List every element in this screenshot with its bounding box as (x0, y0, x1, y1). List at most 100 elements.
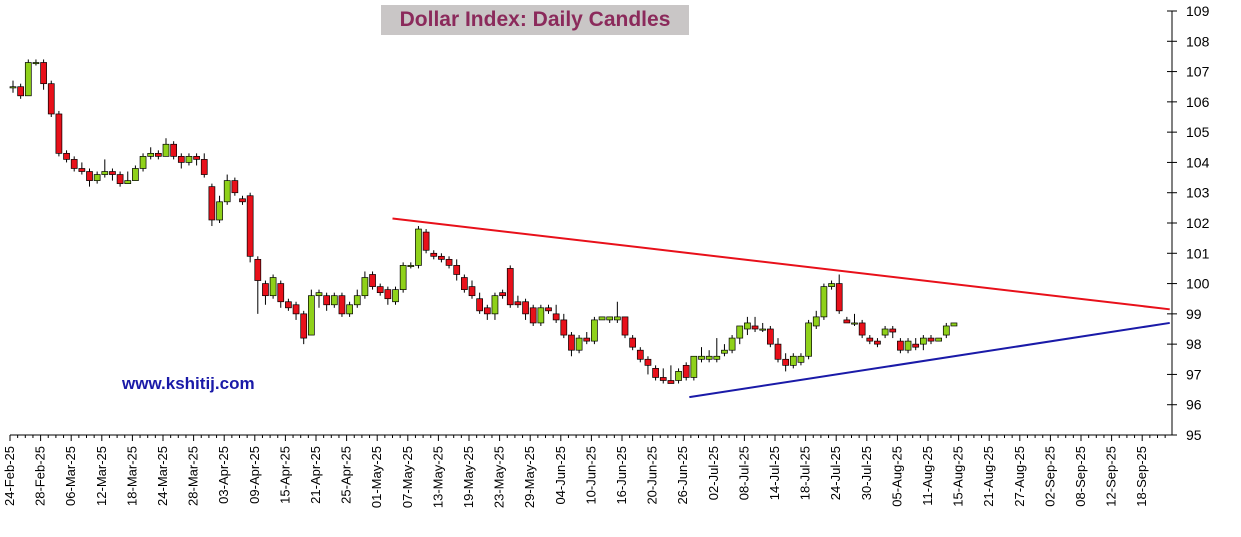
y-tick-label: 104 (1186, 154, 1210, 170)
candle-up (705, 355, 713, 360)
candle-down (583, 337, 591, 342)
candle-down (285, 301, 292, 309)
x-tick-label: 04-Jun-25 (553, 446, 568, 505)
candle-up (415, 228, 422, 266)
x-tick-label: 19-May-25 (461, 446, 476, 508)
candle-down (843, 319, 851, 324)
candle-down (499, 292, 506, 297)
candle-down (774, 343, 782, 360)
candle-down (109, 171, 116, 175)
candle-up (185, 156, 193, 163)
candle-down (636, 349, 644, 360)
y-tick-label: 100 (1186, 276, 1210, 292)
candle-up (162, 143, 170, 157)
x-tick-label: 11-Aug-25 (920, 446, 935, 506)
candle-down (262, 283, 269, 297)
candle-up (124, 180, 132, 184)
candle-down (384, 289, 392, 300)
candle-up (759, 328, 767, 331)
candle-up (223, 180, 231, 203)
candle-down (522, 301, 529, 315)
x-tick-label: 02-Sep-25 (1042, 446, 1057, 507)
candle-up (942, 325, 950, 336)
y-tick-label: 108 (1186, 33, 1210, 49)
candle-up (491, 295, 499, 315)
candle-up (132, 168, 139, 181)
candle-up (675, 371, 682, 381)
candle-up (24, 62, 32, 97)
x-tick-label: 06-Mar-25 (63, 446, 78, 506)
candle-up (713, 355, 721, 360)
candle-up (407, 265, 415, 267)
candle-down (621, 316, 629, 336)
x-tick-label: 18-Jul-25 (798, 446, 813, 500)
x-tick-label: 01-May-25 (369, 446, 384, 508)
candle-down (629, 337, 637, 348)
y-tick-label: 97 (1186, 366, 1202, 382)
y-tick-label: 95 (1186, 427, 1202, 443)
candle-down (239, 198, 246, 203)
y-tick-label: 107 (1186, 64, 1210, 80)
candle-down (231, 180, 239, 194)
x-tick-label: 28-Feb-25 (33, 446, 48, 506)
candle-down (86, 171, 93, 181)
candle-up (728, 337, 736, 351)
x-tick-label: 30-Jul-25 (859, 446, 874, 500)
candle-up (950, 322, 958, 327)
candle-down (889, 328, 897, 333)
candle-up (904, 340, 912, 351)
x-tick-label: 27-Aug-25 (1012, 446, 1027, 507)
candle-down (652, 368, 659, 378)
candle-up (690, 355, 698, 378)
candle-up (598, 316, 606, 321)
x-tick-label: 26-Jun-25 (675, 446, 690, 505)
x-tick-label: 07-May-25 (400, 446, 415, 508)
candle-down (369, 274, 376, 287)
y-tick-label: 106 (1186, 94, 1210, 110)
candle-up (591, 319, 598, 342)
candle-up (399, 265, 407, 290)
candle-down (858, 322, 866, 336)
y-tick-label: 98 (1186, 336, 1202, 352)
x-tick-label: 09-Apr-25 (247, 446, 262, 504)
candle-up (315, 292, 323, 297)
candle-down (476, 298, 483, 312)
x-tick-label: 03-Apr-25 (216, 446, 231, 504)
candle-down (170, 143, 177, 157)
candle-down (453, 265, 461, 275)
candle-down (866, 337, 874, 342)
x-tick-label: 12-Sep-25 (1104, 446, 1119, 507)
candle-up (269, 277, 277, 297)
candle-down (751, 325, 759, 330)
x-tick-label: 05-Aug-25 (889, 446, 904, 507)
candle-down (912, 343, 920, 348)
candle-down (177, 156, 185, 163)
x-tick-label: 16-Jun-25 (614, 446, 629, 505)
candle-up (828, 283, 835, 287)
candle-up (744, 322, 751, 330)
candle-down (506, 268, 514, 306)
candle-down (568, 334, 575, 351)
x-tick-label: 29-May-25 (522, 446, 537, 508)
y-tick-label: 105 (1186, 124, 1210, 140)
y-tick-label: 109 (1186, 3, 1210, 19)
candle-up (919, 337, 927, 345)
candle-down (70, 159, 78, 169)
candle-up (308, 295, 315, 336)
candle-down (445, 258, 453, 266)
x-tick-label: 24-Feb-25 (2, 446, 17, 506)
y-tick-label: 96 (1186, 397, 1202, 413)
candle-down (560, 319, 568, 336)
x-tick-label: 28-Mar-25 (186, 446, 201, 506)
x-tick-label: 08-Jul-25 (736, 446, 751, 500)
candle-up (147, 152, 155, 157)
candle-up (216, 201, 223, 221)
chart-title-box: Dollar Index: Daily Candles (381, 5, 689, 35)
candle-down (483, 307, 491, 315)
x-tick-label: 15-Aug-25 (951, 446, 966, 507)
candle-up (721, 349, 728, 354)
x-tick-label: 21-Apr-25 (308, 446, 323, 504)
candle-down (208, 186, 216, 221)
x-tick-label: 20-Jun-25 (645, 446, 660, 505)
